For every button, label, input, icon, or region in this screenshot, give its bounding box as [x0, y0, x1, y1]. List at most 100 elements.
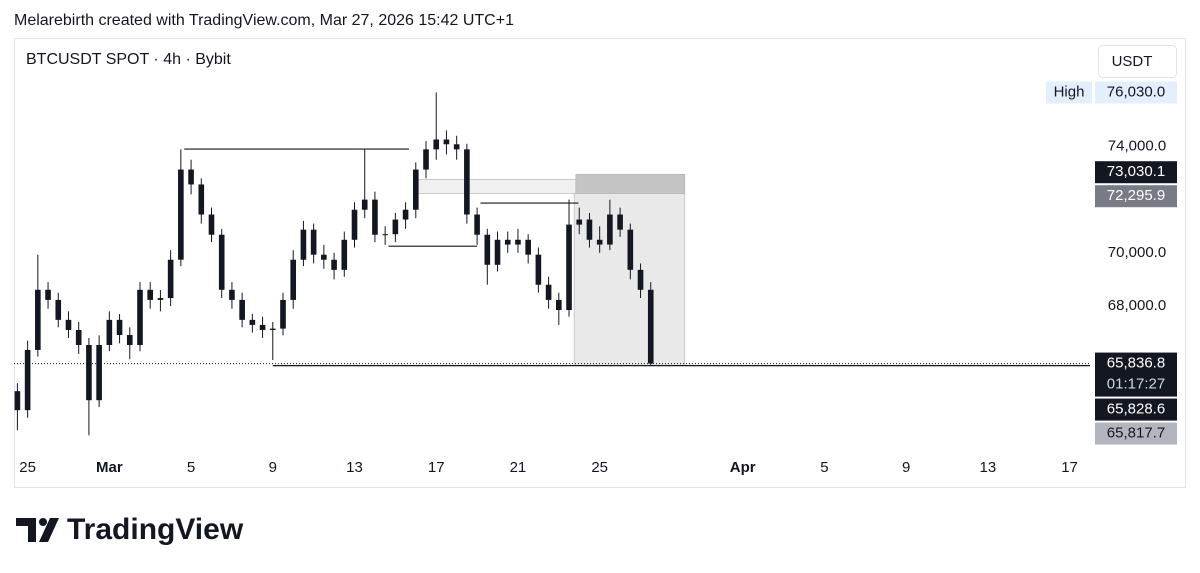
plot	[14, 92, 1090, 436]
x-tick-label: 25	[591, 459, 608, 476]
candle-body	[147, 289, 154, 300]
candle-body	[137, 289, 143, 345]
candle-body	[494, 239, 501, 265]
candle-body	[647, 289, 654, 364]
candle-body	[269, 328, 276, 330]
candle-body	[484, 234, 491, 265]
x-tick-label: 13	[346, 459, 363, 476]
candle-body	[198, 184, 205, 215]
price-label-box	[1095, 422, 1177, 445]
candle-body	[157, 298, 164, 300]
candle-body	[178, 169, 184, 260]
candle-body	[290, 259, 297, 300]
x-tick-label: 13	[980, 459, 997, 476]
candle-body	[576, 219, 583, 225]
chart-title: BTCUSDT SPOT · 4h · Bybit	[26, 51, 231, 68]
price-label: 65,817.7	[1107, 425, 1165, 442]
candle-body	[249, 319, 256, 325]
candle-body	[637, 269, 644, 290]
candle-body	[627, 229, 634, 270]
x-tick-label: 9	[902, 459, 910, 476]
x-tick-label: 25	[19, 459, 36, 476]
candle-body	[65, 319, 72, 330]
chart-frame	[14, 38, 1186, 488]
candle-body	[239, 299, 245, 320]
x-tick-label: 17	[428, 459, 445, 476]
x-tick-label: Apr	[730, 459, 756, 476]
price-label-box	[1095, 185, 1177, 208]
candle-body	[545, 284, 552, 300]
x-tick-label: 17	[1061, 459, 1078, 476]
currency-box	[1098, 45, 1177, 78]
currency: USDT	[1112, 53, 1153, 70]
candle-body	[116, 319, 123, 336]
candle-body	[167, 259, 174, 299]
y-tick-label: 74,000.0	[1108, 137, 1166, 154]
zone	[575, 174, 686, 194]
candle-body	[14, 391, 21, 411]
price-label-box	[1095, 352, 1177, 397]
candle-body	[443, 139, 450, 145]
candle-body	[556, 299, 562, 311]
price-tag-box	[1046, 81, 1092, 104]
candle-body	[586, 219, 593, 240]
candle-body	[535, 254, 542, 285]
candle-body	[617, 214, 623, 230]
y-tick-label: 68,000.0	[1108, 297, 1166, 314]
candle-body	[86, 344, 92, 401]
candle-body	[300, 229, 307, 260]
candle-body	[504, 239, 511, 245]
candle-body	[382, 234, 388, 236]
candle-body	[106, 319, 113, 345]
candle-body	[596, 239, 603, 245]
x-tick-label: 5	[187, 459, 195, 476]
header: Melarebirth created with TradingView.com…	[14, 12, 514, 29]
candle-body	[45, 289, 51, 300]
price-label: 76,030.0	[1107, 83, 1165, 100]
candle-body	[474, 214, 480, 235]
candle-body	[75, 329, 82, 345]
candle-body	[402, 209, 409, 220]
x-tick-label: 5	[820, 459, 828, 476]
candle-body	[433, 139, 440, 150]
zone	[573, 193, 686, 366]
x-tick-label: 21	[510, 459, 527, 476]
price-label: 65,836.8	[1107, 355, 1165, 372]
price-tag: High	[1054, 83, 1085, 100]
price-label-box	[1095, 161, 1177, 184]
candle-body	[24, 349, 31, 411]
candle-body	[412, 169, 419, 210]
candle-body	[372, 199, 378, 235]
candle-body	[607, 214, 613, 245]
x-tick-label: Mar	[96, 459, 123, 476]
logo-icon	[16, 518, 59, 542]
candle-body	[259, 324, 266, 330]
price-label: 72,295.9	[1107, 187, 1165, 204]
candle-body	[280, 299, 286, 329]
candle-body	[218, 234, 225, 290]
candle-body	[35, 289, 41, 350]
candle-body	[423, 149, 429, 170]
candle-body	[126, 335, 133, 345]
candle-body	[55, 299, 62, 320]
candle-body	[566, 224, 572, 311]
candle-body	[96, 344, 102, 401]
candle-body	[331, 259, 337, 270]
price-label: 73,030.1	[1107, 163, 1165, 180]
candle-body	[464, 149, 470, 215]
candle-body	[321, 254, 327, 260]
candle-body	[351, 209, 358, 240]
y-tick-label: 70,000.0	[1108, 244, 1166, 261]
candle-body	[229, 289, 235, 300]
candle-body	[208, 214, 215, 235]
zone	[415, 179, 577, 194]
candle-body	[392, 219, 399, 235]
candle-body	[515, 239, 521, 245]
price-label-box	[1095, 81, 1177, 104]
price-label-box	[1095, 398, 1177, 421]
price-label: 65,828.6	[1107, 401, 1165, 418]
price-label-timer: 01:17:27	[1107, 376, 1165, 393]
candle-body	[188, 169, 194, 185]
candle-body	[525, 239, 531, 255]
